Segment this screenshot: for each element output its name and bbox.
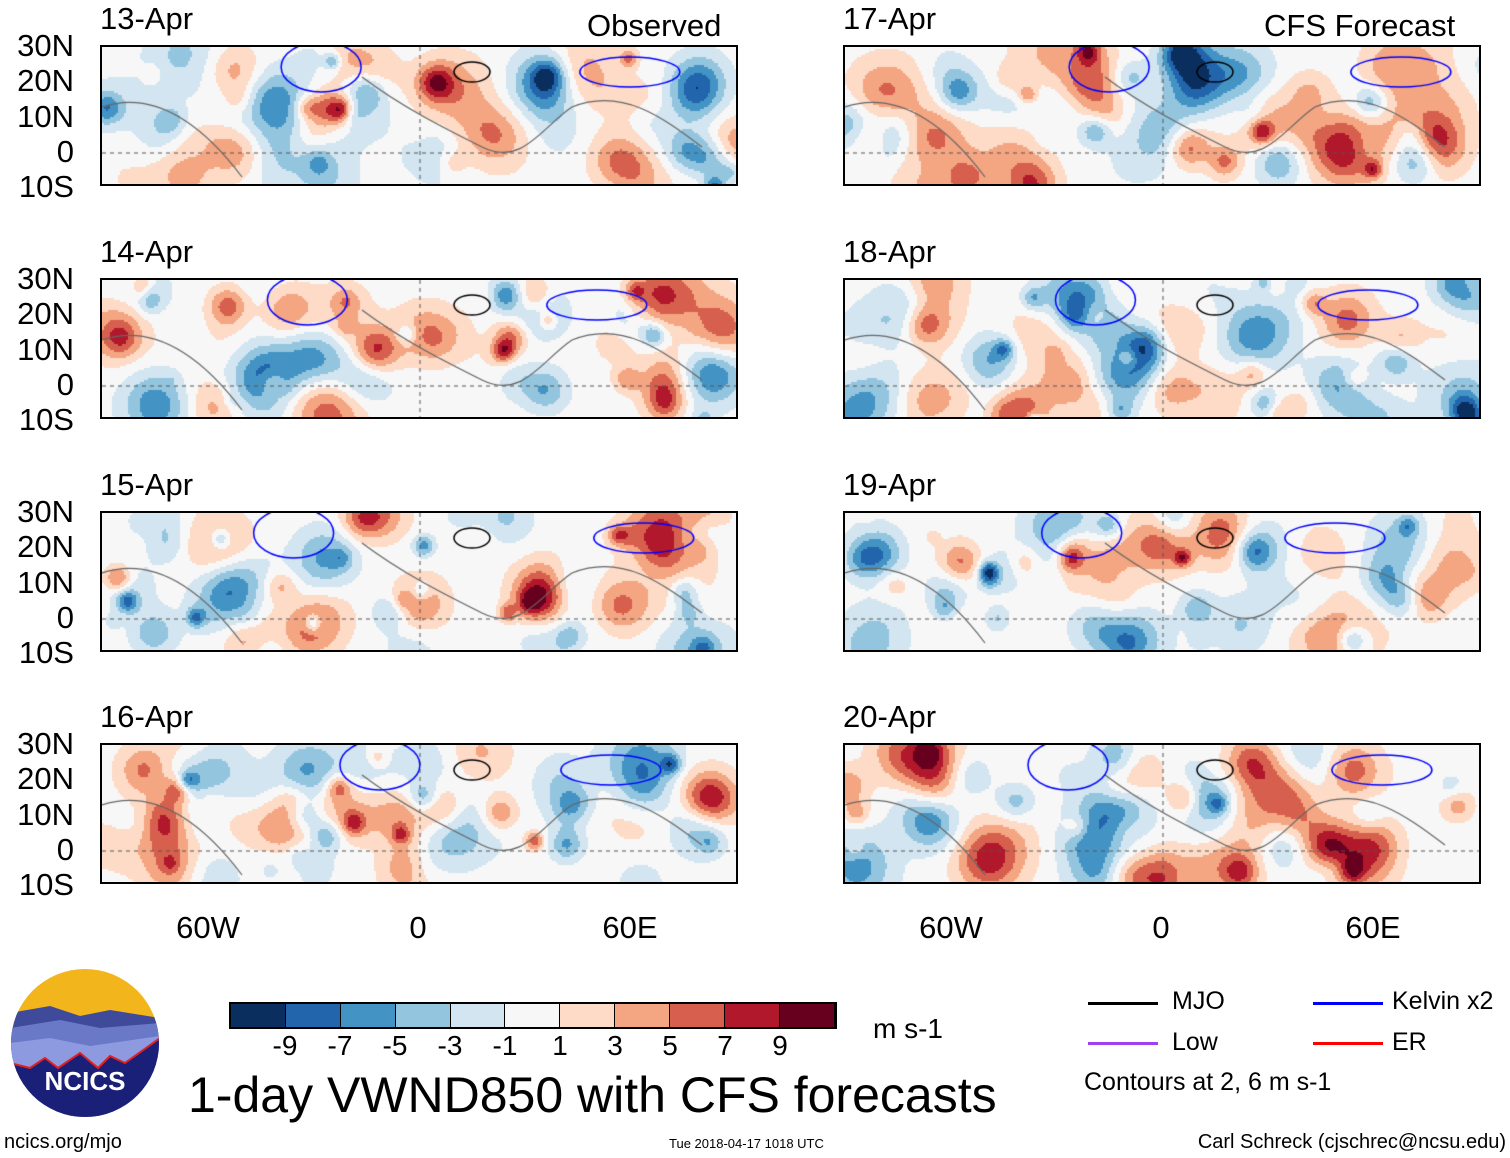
lon-tick: 60W: [176, 910, 240, 945]
colorbar: [229, 1002, 837, 1029]
lat-tick: 0: [56, 134, 74, 169]
vwnd-anomaly-field: [102, 745, 736, 882]
colorbar-swatch: [505, 1004, 561, 1027]
lon-tick: 0: [409, 910, 427, 945]
legend-low-line: [1088, 1042, 1158, 1045]
lat-tick: 0: [56, 600, 74, 635]
map-panel: [843, 511, 1481, 652]
colorbar-swatch: [450, 1004, 506, 1027]
observed-label: Observed: [587, 8, 722, 43]
lat-tick: 10S: [18, 635, 74, 670]
map-panel: [100, 511, 738, 652]
map-panel: [843, 743, 1481, 884]
colorbar-swatch: [670, 1004, 726, 1027]
panel-date: 14-Apr: [100, 234, 194, 269]
legend-note: Contours at 2, 6 m s-1: [1084, 1068, 1332, 1096]
colorbar-tick: 3: [607, 1030, 623, 1061]
lat-tick: 10N: [17, 99, 74, 134]
colorbar-swatch: [615, 1004, 671, 1027]
map-panel: [843, 278, 1481, 419]
colorbar-swatch: [560, 1004, 616, 1027]
colorbar-tick: -5: [382, 1030, 408, 1061]
legend-er-line: [1313, 1042, 1383, 1045]
lat-tick: 30N: [17, 726, 74, 761]
map-panel: [843, 45, 1481, 186]
colorbar-swatch: [725, 1004, 780, 1027]
vwnd-anomaly-field: [845, 745, 1479, 882]
panel-date: 16-Apr: [100, 699, 194, 734]
legend-kelvin-line: [1313, 1002, 1383, 1005]
map-panel: [100, 743, 738, 884]
lat-tick: 10N: [17, 565, 74, 600]
colorbar-tick: 9: [772, 1030, 788, 1061]
panel-date: 13-Apr: [100, 1, 194, 36]
legend-kelvin-label: Kelvin x2: [1392, 987, 1494, 1015]
colorbar-tick: 5: [662, 1030, 678, 1061]
colorbar-tick: 7: [717, 1030, 733, 1061]
footer-credit: Carl Schreck (cjschrec@ncsu.edu): [1197, 1131, 1506, 1153]
panel-date: 19-Apr: [843, 467, 937, 502]
colorbar-units: m s-1: [873, 1013, 943, 1044]
colorbar-swatch: [231, 1004, 286, 1027]
vwnd-anomaly-field: [845, 47, 1479, 184]
lat-tick: 20N: [17, 296, 74, 331]
forecast-label: CFS Forecast: [1264, 8, 1456, 43]
vwnd-anomaly-field: [102, 47, 736, 184]
panel-date: 17-Apr: [843, 1, 937, 36]
lat-tick: 10S: [18, 867, 74, 902]
footer-timestamp: Tue 2018-04-17 1018 UTC: [669, 1136, 824, 1151]
lon-tick: 0: [1152, 910, 1170, 945]
lat-tick: 10N: [17, 797, 74, 832]
lat-tick: 20N: [17, 529, 74, 564]
colorbar-swatch: [285, 1004, 341, 1027]
lat-tick: 10S: [18, 402, 74, 437]
legend-er-label: ER: [1392, 1028, 1427, 1056]
colorbar-swatch: [779, 1004, 835, 1027]
lat-tick: 20N: [17, 63, 74, 98]
vwnd-anomaly-field: [102, 513, 736, 650]
lat-tick: 0: [56, 832, 74, 867]
lat-tick: 0: [56, 367, 74, 402]
lat-tick: 20N: [17, 761, 74, 796]
colorbar-tick: -3: [437, 1030, 463, 1061]
map-panel: [100, 45, 738, 186]
lat-tick: 10S: [18, 169, 74, 204]
footer-url[interactable]: ncics.org/mjo: [4, 1131, 122, 1153]
legend-low-label: Low: [1172, 1028, 1218, 1056]
ncics-logo: NCICS: [11, 969, 159, 1117]
lat-tick: 30N: [17, 261, 74, 296]
colorbar-swatch: [340, 1004, 396, 1027]
colorbar-tick: 1: [552, 1030, 568, 1061]
lon-tick: 60E: [602, 910, 658, 945]
lat-tick: 30N: [17, 28, 74, 63]
legend-mjo-label: MJO: [1172, 987, 1225, 1015]
lon-tick: 60E: [1345, 910, 1401, 945]
vwnd-anomaly-field: [102, 280, 736, 417]
colorbar-tick: -1: [492, 1030, 518, 1061]
lat-tick: 30N: [17, 494, 74, 529]
panel-date: 18-Apr: [843, 234, 937, 269]
map-panel: [100, 278, 738, 419]
panel-date: 15-Apr: [100, 467, 194, 502]
vwnd-anomaly-field: [845, 513, 1479, 650]
vwnd-anomaly-field: [845, 280, 1479, 417]
colorbar-tick: -9: [272, 1030, 298, 1061]
colorbar-swatch: [395, 1004, 451, 1027]
figure-title: 1-day VWND850 with CFS forecasts: [188, 1067, 997, 1123]
lon-tick: 60W: [919, 910, 983, 945]
legend-mjo-line: [1088, 1002, 1158, 1005]
panel-date: 20-Apr: [843, 699, 937, 734]
colorbar-tick: -7: [327, 1030, 353, 1061]
logo-text: NCICS: [45, 1066, 126, 1096]
lat-tick: 10N: [17, 332, 74, 367]
